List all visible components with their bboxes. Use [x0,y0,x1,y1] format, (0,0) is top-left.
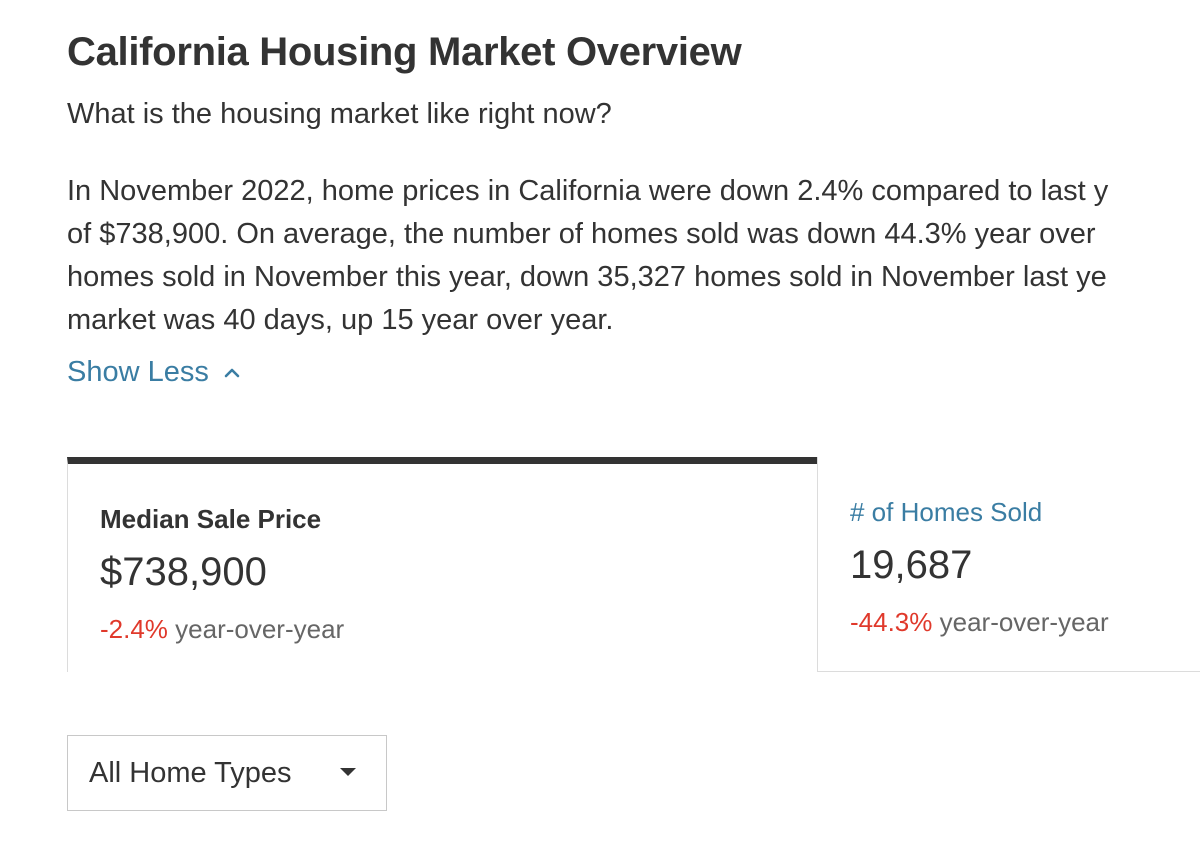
summary-line: In November 2022, home prices in Califor… [67,175,1109,207]
change-percent: -2.4% [100,614,168,644]
metric-label: Median Sale Price [100,504,322,534]
metric-tab-median-sale-price[interactable]: Median Sale Price $738,900 -2.4% year-ov… [67,457,818,672]
chevron-up-icon [224,368,240,377]
market-summary: In November 2022, home prices in Califor… [67,170,1200,342]
metric-tab-homes-sold[interactable]: # of Homes Sold 19,687 -44.3% year-over-… [817,457,1200,672]
summary-line: homes sold in November this year, down 3… [67,261,1107,293]
home-type-selected: All Home Types [89,756,292,789]
home-type-dropdown[interactable]: All Home Types [67,735,387,811]
summary-line: market was 40 days, up 15 year over year… [67,304,614,336]
show-less-label: Show Less [67,356,209,388]
metric-value: 19,687 [850,543,973,587]
metric-value: $738,900 [100,550,267,594]
change-suffix: year-over-year [932,607,1109,637]
change-percent: -44.3% [850,607,933,637]
summary-line: of $738,900. On average, the number of h… [67,218,1096,250]
metric-change: -2.4% year-over-year [100,614,344,645]
caret-down-icon [340,768,356,776]
metric-change: -44.3% year-over-year [850,607,1109,638]
metric-label: # of Homes Sold [850,497,1043,527]
page-title: California Housing Market Overview [67,30,742,74]
change-suffix: year-over-year [167,614,345,644]
show-less-toggle[interactable]: Show Less [67,356,241,389]
page-subtitle: What is the housing market like right no… [67,98,612,130]
